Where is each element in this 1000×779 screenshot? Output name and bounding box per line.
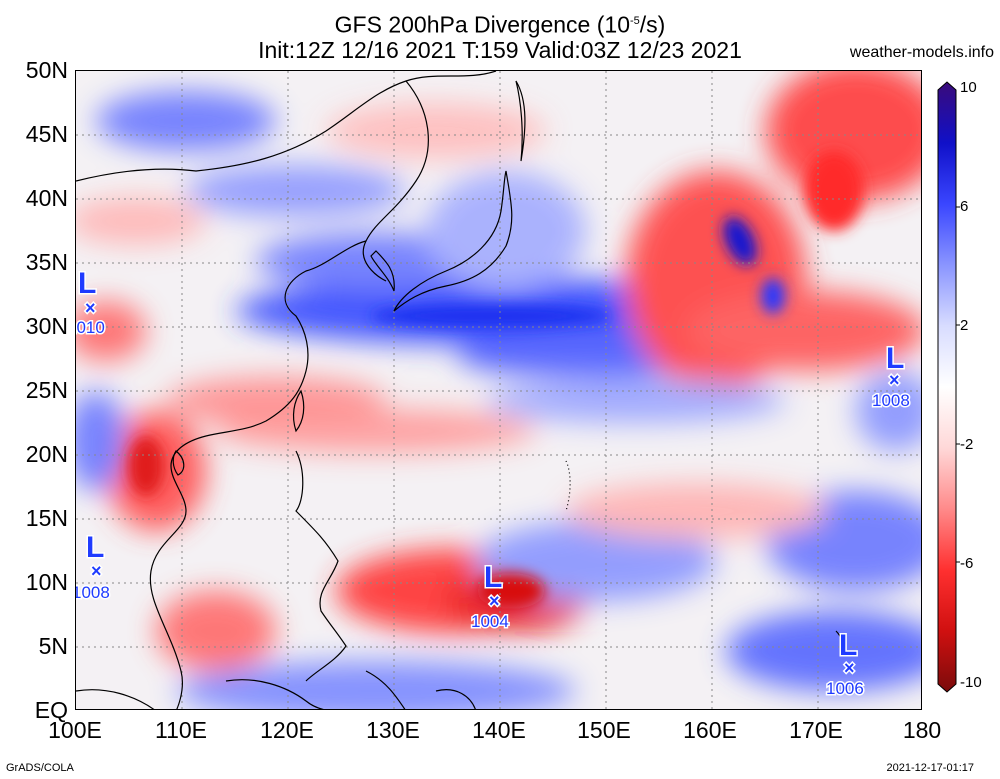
lon-label-150e: 150E [577, 717, 631, 743]
lon-label-100e: 100E [48, 717, 102, 743]
lon-label-180: 180 [902, 717, 942, 743]
pressure-low-1010: L × 1010 [76, 266, 106, 339]
lon-label-110e: 110E [154, 717, 207, 743]
lat-label-50n: 50N [25, 57, 68, 83]
colorbar-label-neg2: -2 [960, 436, 974, 453]
coastlines [76, 71, 843, 709]
low-symbol: L [886, 342, 904, 375]
low-center-mark: × [489, 591, 500, 611]
colorbar-label-10: 10 [960, 79, 977, 96]
pressure-low-1008-west: L × 1008 [76, 530, 111, 604]
low-pressure-value: 1008 [872, 391, 910, 410]
low-symbol: L [86, 531, 104, 564]
colorbar-label-2: 2 [960, 317, 969, 334]
lat-label-40n: 40N [25, 185, 68, 211]
low-pressure-value: 1006 [826, 679, 864, 698]
lat-label-25n: 25N [25, 377, 68, 403]
low-center-mark: × [85, 298, 96, 318]
lat-label-30n: 30N [25, 313, 68, 339]
low-symbol: L [839, 629, 857, 662]
low-pressure-value: 1004 [471, 612, 509, 631]
low-center-mark: × [889, 370, 900, 390]
lat-label-15n: 15N [25, 505, 68, 531]
lat-label-20n: 20N [25, 441, 68, 467]
low-symbol: L [484, 561, 502, 594]
pressure-low-1008-east: L × 1008 [871, 341, 912, 412]
divergence-map: L × 1010 L × 1008 L × 1008 L × 1004 L × … [75, 70, 922, 710]
divergence-field: L × 1010 L × 1008 L × 1008 L × 1004 L × … [76, 71, 921, 709]
colorbar-label-neg10: -10 [960, 674, 982, 691]
lat-label-eq: EQ [34, 697, 68, 723]
low-symbol: L [78, 267, 96, 300]
colorbar-label-6: 6 [960, 198, 969, 215]
lon-label-140e: 140E [472, 717, 526, 743]
map-subtitle: Init:12Z 12/16 2021 T:159 Valid:03Z 12/2… [258, 37, 742, 63]
pressure-low-1006: L × 1006 [825, 628, 866, 700]
low-center-mark: × [91, 561, 102, 581]
colorbar [937, 81, 960, 693]
site-label: weather-models.info [849, 44, 994, 61]
lat-label-45n: 45N [25, 121, 68, 147]
lat-label-10n: 10N [25, 569, 68, 595]
lon-label-160e: 160E [683, 717, 737, 743]
colorbar-label-neg6: -6 [960, 555, 974, 572]
lon-label-170e: 170E [789, 717, 843, 743]
map-title: GFS 200hPa Divergence (10-5/s) [334, 11, 666, 38]
footer-credit: GrADS/COLA [6, 762, 74, 774]
pressure-low-1004: L × 1004 [470, 560, 511, 633]
low-center-mark: × [844, 658, 855, 678]
lat-label-5n: 5N [38, 633, 68, 659]
lon-label-120e: 120E [260, 717, 314, 743]
low-pressure-value: 1008 [76, 583, 110, 602]
low-pressure-value: 1010 [76, 318, 105, 337]
lon-label-130e: 130E [366, 717, 420, 743]
footer-timestamp: 2021-12-17-01:17 [886, 762, 974, 774]
lat-label-35n: 35N [25, 249, 68, 275]
